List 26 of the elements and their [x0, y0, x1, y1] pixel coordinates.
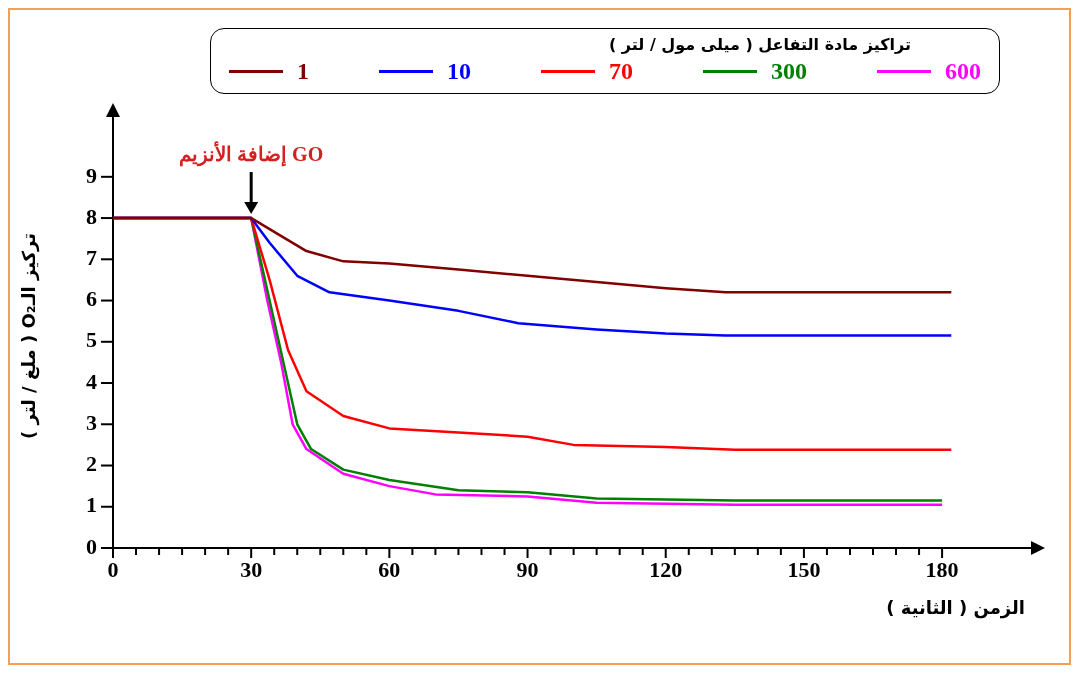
legend-title: تراكيز مادة التفاعل ( ميلى مول / لتر ) — [607, 35, 912, 54]
legend-label: 10 — [447, 58, 471, 85]
x-tick-label: 150 — [787, 556, 821, 582]
y-tick-label: 0 — [86, 533, 97, 559]
x-tick-label: 0 — [107, 556, 119, 582]
y-tick-label: 9 — [86, 162, 97, 188]
y-tick-label: 8 — [86, 203, 97, 229]
y-axis-title: تركيز الـO₂ ( ملغ / لتر ) — [17, 232, 39, 439]
y-tick-label: 6 — [86, 286, 97, 312]
legend-label: 300 — [771, 58, 807, 85]
y-tick-label: 7 — [86, 244, 97, 270]
y-tick-label: 2 — [86, 451, 97, 477]
legend-label: 1 — [297, 58, 309, 85]
x-tick-label: 120 — [649, 556, 683, 582]
annotation: إضافة الأنزيم GO — [179, 141, 324, 168]
x-tick-label: 180 — [925, 556, 959, 582]
legend-label: 70 — [609, 58, 633, 85]
y-tick-label: 5 — [86, 327, 97, 353]
x-tick-label: 30 — [240, 556, 263, 582]
x-tick-label: 60 — [378, 556, 401, 582]
y-tick-label: 1 — [86, 492, 97, 518]
x-tick-label: 90 — [516, 556, 539, 582]
legend-label: 600 — [945, 58, 981, 85]
y-tick-label: 3 — [86, 409, 97, 435]
x-axis-title: الزمن ( الثانية ) — [886, 596, 1025, 619]
y-tick-label: 4 — [86, 368, 97, 394]
